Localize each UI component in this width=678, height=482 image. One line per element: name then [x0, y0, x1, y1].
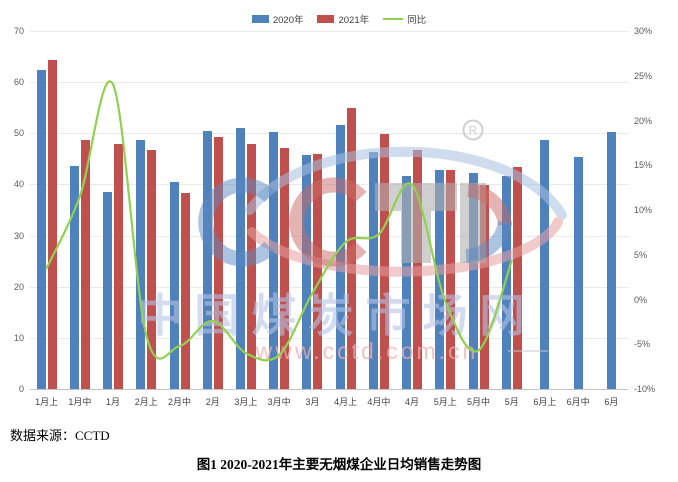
left-axis-tick: 70	[13, 26, 24, 36]
bar-2020-5月	[501, 175, 511, 389]
left-axis-tick: 10	[13, 332, 24, 343]
x-axis-label-3月: 3月	[305, 397, 320, 407]
x-axis-label-2月: 2月	[205, 397, 220, 407]
x-axis-label-5月: 5月	[504, 397, 519, 407]
x-axis-label-6月: 6月	[604, 397, 619, 407]
figure-caption: 图1 2020-2021年主要无烟煤企业日均销售走势图	[196, 457, 482, 472]
left-axis-tick: 60	[13, 77, 24, 88]
left-axis-tick: 0	[18, 384, 24, 394]
gridline-70	[30, 31, 628, 32]
x-axis-label-3月上: 3月上	[234, 397, 258, 407]
left-axis-tick: 40	[13, 179, 24, 190]
bar-2021-2月中	[180, 192, 190, 389]
bar-2021-1月	[114, 144, 124, 389]
bar-2020-3月中	[269, 132, 279, 389]
bar-2021-2月上	[147, 149, 157, 389]
x-axis-label-1月: 1月	[106, 397, 121, 407]
left-axis-tick: 50	[13, 128, 24, 139]
gridline-60	[30, 82, 628, 83]
legend-label: 2021年	[338, 15, 370, 26]
x-axis-label-2月中: 2月中	[167, 397, 191, 407]
right-axis-tick: -5%	[634, 339, 651, 350]
bar-2021-3月上	[246, 143, 256, 389]
legend-item-2021年: 2021年	[317, 12, 369, 26]
bar-2021-3月中	[280, 148, 290, 389]
bar-2020-6月	[606, 132, 616, 389]
bar-2020-4月中	[368, 151, 378, 389]
bar-2020-1月上	[36, 70, 46, 389]
legend-label: 同比	[407, 15, 427, 26]
x-axis-label-6月上: 6月上	[533, 397, 557, 407]
x-axis-label-3月中: 3月中	[267, 397, 291, 407]
bar-2021-5月上	[446, 170, 456, 389]
x-axis-label-4月中: 4月中	[367, 397, 391, 407]
chart-legend: 2020年 2021年 同比	[0, 10, 678, 28]
bar-2020-4月上	[335, 124, 345, 389]
right-axis-tick: 25%	[634, 70, 653, 81]
bar-2021-5月	[512, 166, 522, 389]
bar-2020-1月	[103, 191, 113, 389]
bar-2020-2月中	[169, 181, 179, 389]
bar-2021-5月中	[479, 184, 489, 389]
bar-2021-1月上	[47, 59, 57, 389]
legend-swatch-line-2	[383, 18, 404, 20]
bar-2021-3月	[313, 153, 323, 389]
bar-2020-1月中	[69, 166, 79, 389]
legend-label: 2020年	[272, 15, 304, 26]
x-axis-label-5月中: 5月中	[466, 397, 490, 407]
bar-2020-4月	[402, 176, 412, 389]
x-axis-label-2月上: 2月上	[134, 397, 158, 407]
bar-2020-2月上	[136, 139, 146, 389]
bar-2021-2月	[213, 137, 223, 389]
data-source-text: 数据来源：CCTD	[10, 428, 110, 443]
bar-2021-4月	[413, 149, 423, 389]
bar-2021-4月中	[379, 134, 389, 389]
gridline-0	[30, 389, 628, 390]
bar-2020-3月上	[235, 128, 245, 389]
legend-item-2020年: 2020年	[251, 12, 304, 26]
bar-2020-5月上	[435, 169, 445, 389]
right-axis-tick: 0%	[634, 294, 648, 305]
x-axis-label-5月上: 5月上	[433, 397, 457, 407]
bar-2020-6月上	[540, 140, 550, 389]
registered-icon: R	[462, 119, 484, 141]
svg-text:R: R	[469, 124, 478, 138]
right-axis-tick: 15%	[634, 160, 653, 171]
legend-swatch-bar-0	[251, 15, 269, 23]
gridline-50	[30, 133, 628, 134]
right-axis-tick: 20%	[634, 115, 653, 126]
bar-2020-5月中	[468, 172, 478, 389]
x-axis-label-1月中: 1月中	[68, 397, 92, 407]
bar-2020-2月	[202, 131, 212, 389]
legend-item-同比: 同比	[383, 12, 426, 26]
left-axis-tick: 20	[13, 281, 24, 292]
x-axis-label-1月上: 1月上	[35, 397, 59, 407]
x-axis-label-6月中: 6月中	[566, 397, 590, 407]
left-axis-tick: 30	[13, 230, 24, 241]
right-axis-tick: 5%	[634, 249, 648, 260]
right-axis-tick: 10%	[634, 205, 653, 215]
bar-2021-4月上	[346, 107, 356, 389]
bar-2021-1月中	[80, 140, 90, 389]
x-axis-label-4月上: 4月上	[334, 397, 358, 407]
bar-2020-3月	[302, 155, 312, 389]
right-axis-tick: -10%	[634, 384, 656, 394]
legend-swatch-bar-1	[317, 15, 335, 23]
x-axis-label-4月: 4月	[405, 397, 420, 407]
bar-2020-6月中	[573, 156, 583, 389]
right-axis-tick: 30%	[634, 26, 653, 36]
